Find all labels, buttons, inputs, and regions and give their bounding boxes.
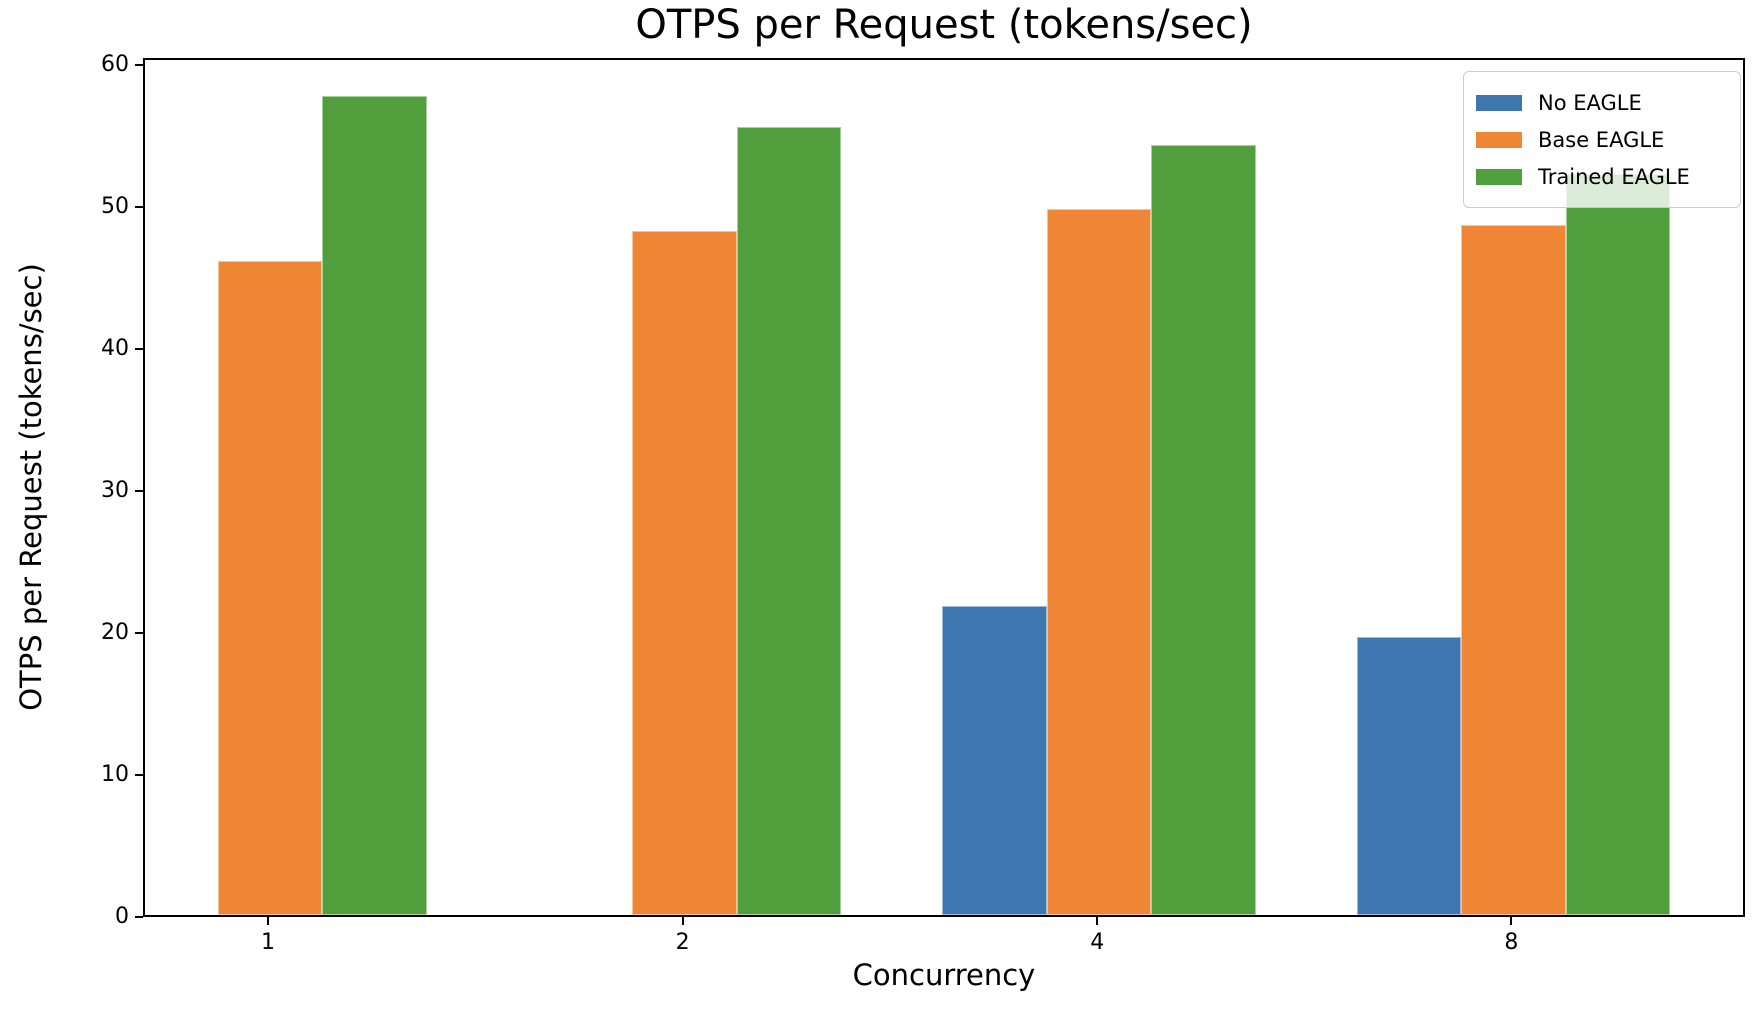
legend-swatch-no-eagle <box>1476 94 1522 111</box>
bar-no-eagle-concurrency-8 <box>1356 636 1462 915</box>
x-tick-mark-8 <box>1510 917 1513 925</box>
legend-item-base-eagle: Base EAGLE <box>1476 121 1726 158</box>
legend-item-trained-eagle: Trained EAGLE <box>1476 158 1726 195</box>
bar-no-eagle-concurrency-4 <box>942 605 1047 915</box>
bar-base-eagle-concurrency-4 <box>1046 209 1152 915</box>
x-tick-label-1: 1 <box>261 930 275 955</box>
legend-label-no-eagle: No EAGLE <box>1538 90 1642 115</box>
chart-title: OTPS per Request (tokens/sec) <box>635 2 1253 48</box>
legend: No EAGLE Base EAGLE Trained EAGLE <box>1463 71 1741 208</box>
x-tick-mark-1 <box>267 917 269 925</box>
bar-trained-eagle-concurrency-1 <box>322 95 427 915</box>
x-tick-mark-2 <box>681 917 684 925</box>
bar-trained-eagle-concurrency-2 <box>736 127 842 915</box>
legend-swatch-trained-eagle <box>1476 168 1522 185</box>
y-tick-label-20: 20 <box>101 620 129 645</box>
y-tick-mark-0 <box>135 916 143 918</box>
y-tick-mark-20 <box>135 632 143 634</box>
bar-base-eagle-concurrency-2 <box>632 230 737 915</box>
bar-trained-eagle-concurrency-4 <box>1151 145 1256 915</box>
bar-base-eagle-concurrency-1 <box>217 260 323 915</box>
legend-label-base-eagle: Base EAGLE <box>1538 127 1665 152</box>
y-tick-label-60: 60 <box>101 52 129 78</box>
y-tick-label-10: 10 <box>101 762 129 787</box>
legend-item-no-eagle: No EAGLE <box>1476 84 1726 121</box>
y-axis-label: OTPS per Request (tokens/sec) <box>14 263 48 711</box>
y-tick-mark-60 <box>135 64 143 67</box>
plot-area: No EAGLE Base EAGLE Trained EAGLE <box>143 58 1745 917</box>
y-tick-label-50: 50 <box>101 194 129 220</box>
legend-label-trained-eagle: Trained EAGLE <box>1538 164 1690 189</box>
y-tick-mark-50 <box>135 206 143 209</box>
y-tick-mark-30 <box>135 490 143 492</box>
y-tick-label-30: 30 <box>101 478 129 503</box>
x-tick-label-8: 8 <box>1504 930 1519 955</box>
y-tick-label-0: 0 <box>115 904 129 929</box>
x-tick-label-2: 2 <box>675 930 690 955</box>
legend-swatch-base-eagle <box>1476 131 1522 148</box>
x-tick-label-4: 4 <box>1090 930 1105 955</box>
y-tick-mark-10 <box>135 774 143 776</box>
bar-trained-eagle-concurrency-8 <box>1565 173 1671 915</box>
y-tick-label-40: 40 <box>101 336 129 362</box>
x-tick-mark-4 <box>1096 917 1099 925</box>
bar-base-eagle-concurrency-8 <box>1461 225 1566 915</box>
y-tick-mark-40 <box>135 348 143 351</box>
x-axis-label: Concurrency <box>852 958 1036 992</box>
